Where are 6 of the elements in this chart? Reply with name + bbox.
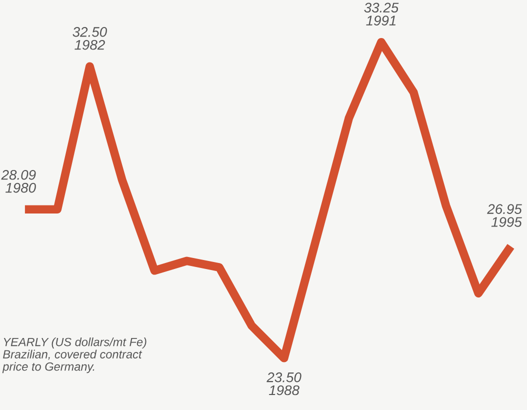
data-label: 33.25 1991 (364, 2, 399, 26)
annotation: YEARLY (US dollars/mt Fe) Brazilian, covered contract price to Germany. (2, 338, 146, 374)
data-label: 28.09 1980 (1, 170, 36, 193)
data-label: 26.95 1995 (487, 204, 522, 227)
data-label: 23.50 1988 (266, 372, 302, 396)
data-label: 32.50 1982 (72, 27, 107, 50)
